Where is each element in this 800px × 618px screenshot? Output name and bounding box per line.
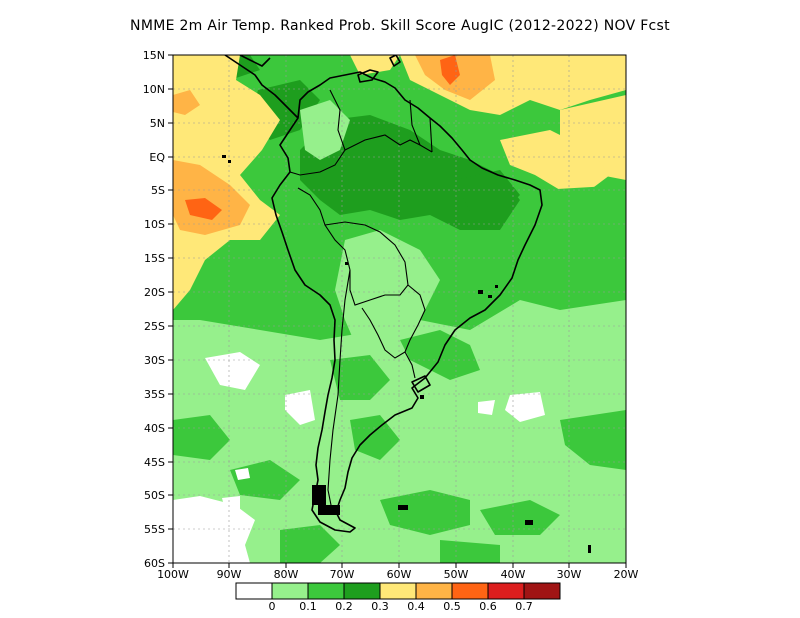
map-title: NMME 2m Air Temp. Ranked Prob. Skill Sco…: [130, 18, 670, 34]
lon-label: 90W: [217, 568, 242, 581]
latitude-axis: 15N 10N 5N EQ 5S 10S 15S 20S 25S 30S 35S…: [143, 49, 173, 570]
lon-label: 50W: [444, 568, 469, 581]
lon-label: 100W: [157, 568, 189, 581]
lon-label: 30W: [557, 568, 582, 581]
colorbar-swatch: [379, 582, 417, 600]
colorbar-swatch: [235, 582, 273, 600]
lon-label: 20W: [614, 568, 639, 581]
lat-label: 15S: [144, 252, 165, 265]
colorbar-label: 0.5: [443, 600, 461, 613]
colorbar-label: 0.1: [299, 600, 317, 613]
colorbar-swatch: [271, 582, 309, 600]
lat-label: 40S: [144, 422, 165, 435]
colorbar-swatch: [307, 582, 345, 600]
lakes: [222, 155, 591, 553]
lon-label: 80W: [274, 568, 299, 581]
longitude-axis: 100W 90W 80W 70W 60W 50W 40W 30W 20W: [157, 563, 639, 581]
country-borders: [289, 89, 433, 511]
coastlines: [224, 55, 543, 533]
lat-label: 5S: [151, 184, 165, 197]
colorbar-label: 0.2: [335, 600, 353, 613]
colorbar: 0 0.1 0.2 0.3 0.4 0.5 0.6 0.7: [235, 582, 561, 613]
colorbar-label: 0.7: [515, 600, 533, 613]
lat-label: 35S: [144, 388, 165, 401]
lat-label: 60S: [144, 557, 165, 570]
graticule: [173, 55, 626, 563]
lat-label: 10N: [143, 83, 165, 96]
colorbar-swatch: [343, 582, 381, 600]
lat-label: 45S: [144, 456, 165, 469]
lon-label: 60W: [387, 568, 412, 581]
colorbar-swatch: [523, 582, 561, 600]
colorbar-swatches: [235, 582, 561, 600]
colorbar-label: 0: [269, 600, 276, 613]
lon-label: 70W: [330, 568, 355, 581]
lat-label: 10S: [144, 218, 165, 231]
lat-label: EQ: [149, 151, 165, 164]
lat-label: 50S: [144, 489, 165, 502]
lat-label: 25S: [144, 320, 165, 333]
colorbar-labels: 0 0.1 0.2 0.3 0.4 0.5 0.6 0.7: [269, 600, 533, 613]
colorbar-swatch: [415, 582, 453, 600]
colorbar-label: 0.6: [479, 600, 497, 613]
lat-label: 55S: [144, 523, 165, 536]
lon-label: 40W: [501, 568, 526, 581]
lat-label: 5N: [150, 117, 165, 130]
lat-label: 15N: [143, 49, 165, 62]
colorbar-swatch: [451, 582, 489, 600]
colorbar-label: 0.3: [371, 600, 389, 613]
skill-score-field: [173, 55, 626, 563]
lat-label: 20S: [144, 286, 165, 299]
colorbar-swatch: [487, 582, 525, 600]
colorbar-label: 0.4: [407, 600, 425, 613]
lat-label: 30S: [144, 354, 165, 367]
